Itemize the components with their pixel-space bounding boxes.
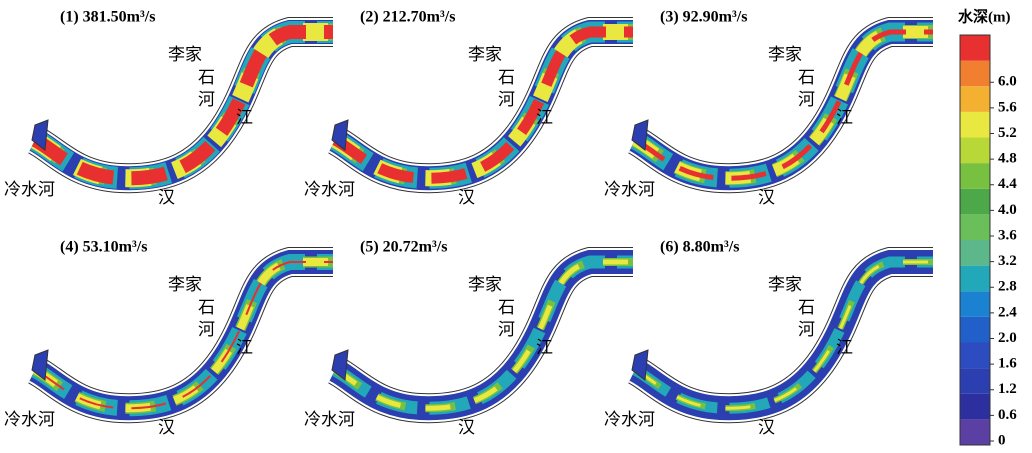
place-label: 石 bbox=[198, 298, 215, 318]
place-label: 石 bbox=[498, 68, 515, 88]
colorbar-band bbox=[960, 394, 990, 420]
place-label: 河 bbox=[798, 320, 815, 340]
colorbar-band bbox=[960, 35, 990, 61]
place-label: 李家 bbox=[168, 275, 202, 295]
colorbar-tick-label: 3.6 bbox=[998, 227, 1017, 243]
place-label: 石 bbox=[798, 298, 815, 318]
place-label: 河 bbox=[198, 320, 215, 340]
figure: (1) 381.50m³/s李家石河江冷水河汉(2) 212.70m³/s李家石… bbox=[0, 0, 1032, 453]
colorbar-band bbox=[960, 61, 990, 87]
colorbar-band bbox=[960, 266, 990, 292]
colorbar-band bbox=[960, 291, 990, 317]
place-label: 江 bbox=[236, 338, 253, 358]
colorbar-band bbox=[960, 163, 990, 189]
colorbar-tick-label: 5.2 bbox=[998, 125, 1017, 141]
place-label: 河 bbox=[498, 90, 515, 110]
panel-title: (6) 8.80m³/s bbox=[660, 239, 739, 256]
place-label: 石 bbox=[798, 68, 815, 88]
colorbar-title: 水深(m) bbox=[958, 7, 1011, 25]
colorbar-tick-label: 4.8 bbox=[998, 151, 1017, 167]
colorbar-tick-label: 0 bbox=[998, 432, 1006, 448]
place-label: 汉 bbox=[158, 418, 175, 438]
colorbar-tick-label: 2.4 bbox=[998, 304, 1017, 320]
panel-title: (1) 381.50m³/s bbox=[60, 9, 155, 26]
place-label: 江 bbox=[536, 338, 553, 358]
colorbar-band bbox=[960, 112, 990, 138]
colorbar-band bbox=[960, 240, 990, 266]
colorbar-band bbox=[960, 343, 990, 369]
place-label: 江 bbox=[536, 108, 553, 128]
place-label: 李家 bbox=[468, 45, 502, 65]
place-label: 河 bbox=[498, 320, 515, 340]
place-label: 李家 bbox=[168, 45, 202, 65]
colorbar-tick-label: 2.8 bbox=[998, 279, 1017, 295]
panel-title: (4) 53.10m³/s bbox=[60, 239, 147, 256]
colorbar-tick-label: 6.0 bbox=[998, 74, 1017, 90]
panel-title: (5) 20.72m³/s bbox=[360, 239, 447, 256]
place-label: 河 bbox=[798, 90, 815, 110]
place-label: 汉 bbox=[158, 188, 175, 208]
panel-title: (2) 212.70m³/s bbox=[360, 9, 455, 26]
colorbar-band bbox=[960, 86, 990, 112]
colorbar-band bbox=[960, 419, 990, 445]
place-label: 汉 bbox=[758, 188, 775, 208]
colorbar-band bbox=[960, 214, 990, 240]
place-label: 冷水河 bbox=[304, 180, 355, 200]
place-label: 冷水河 bbox=[304, 410, 355, 430]
colorbar-tick-label: 4.4 bbox=[998, 176, 1017, 192]
place-label: 石 bbox=[498, 298, 515, 318]
colorbar-tick-label: 1.6 bbox=[998, 356, 1017, 372]
place-label: 河 bbox=[198, 90, 215, 110]
colorbar-band bbox=[960, 368, 990, 394]
colorbar-band bbox=[960, 317, 990, 343]
colorbar-tick-label: 1.2 bbox=[998, 381, 1017, 397]
colorbar-band bbox=[960, 138, 990, 164]
place-label: 冷水河 bbox=[604, 180, 655, 200]
colorbar-band bbox=[960, 189, 990, 215]
place-label: 汉 bbox=[458, 188, 475, 208]
place-label: 李家 bbox=[768, 275, 802, 295]
place-label: 江 bbox=[236, 108, 253, 128]
place-label: 李家 bbox=[468, 275, 502, 295]
place-label: 汉 bbox=[458, 418, 475, 438]
place-label: 江 bbox=[836, 108, 853, 128]
place-label: 石 bbox=[198, 68, 215, 88]
place-label: 李家 bbox=[768, 45, 802, 65]
colorbar-tick-label: 5.6 bbox=[998, 99, 1017, 115]
place-label: 江 bbox=[836, 338, 853, 358]
colorbar-tick-label: 0.6 bbox=[998, 407, 1017, 423]
place-label: 汉 bbox=[758, 418, 775, 438]
colorbar-tick-label: 3.2 bbox=[998, 253, 1017, 269]
place-label: 冷水河 bbox=[4, 410, 55, 430]
colorbar-tick-label: 2.0 bbox=[998, 330, 1017, 346]
panel-title: (3) 92.90m³/s bbox=[660, 9, 747, 26]
place-label: 冷水河 bbox=[4, 180, 55, 200]
place-label: 冷水河 bbox=[604, 410, 655, 430]
colorbar-tick-label: 4.0 bbox=[998, 202, 1017, 218]
